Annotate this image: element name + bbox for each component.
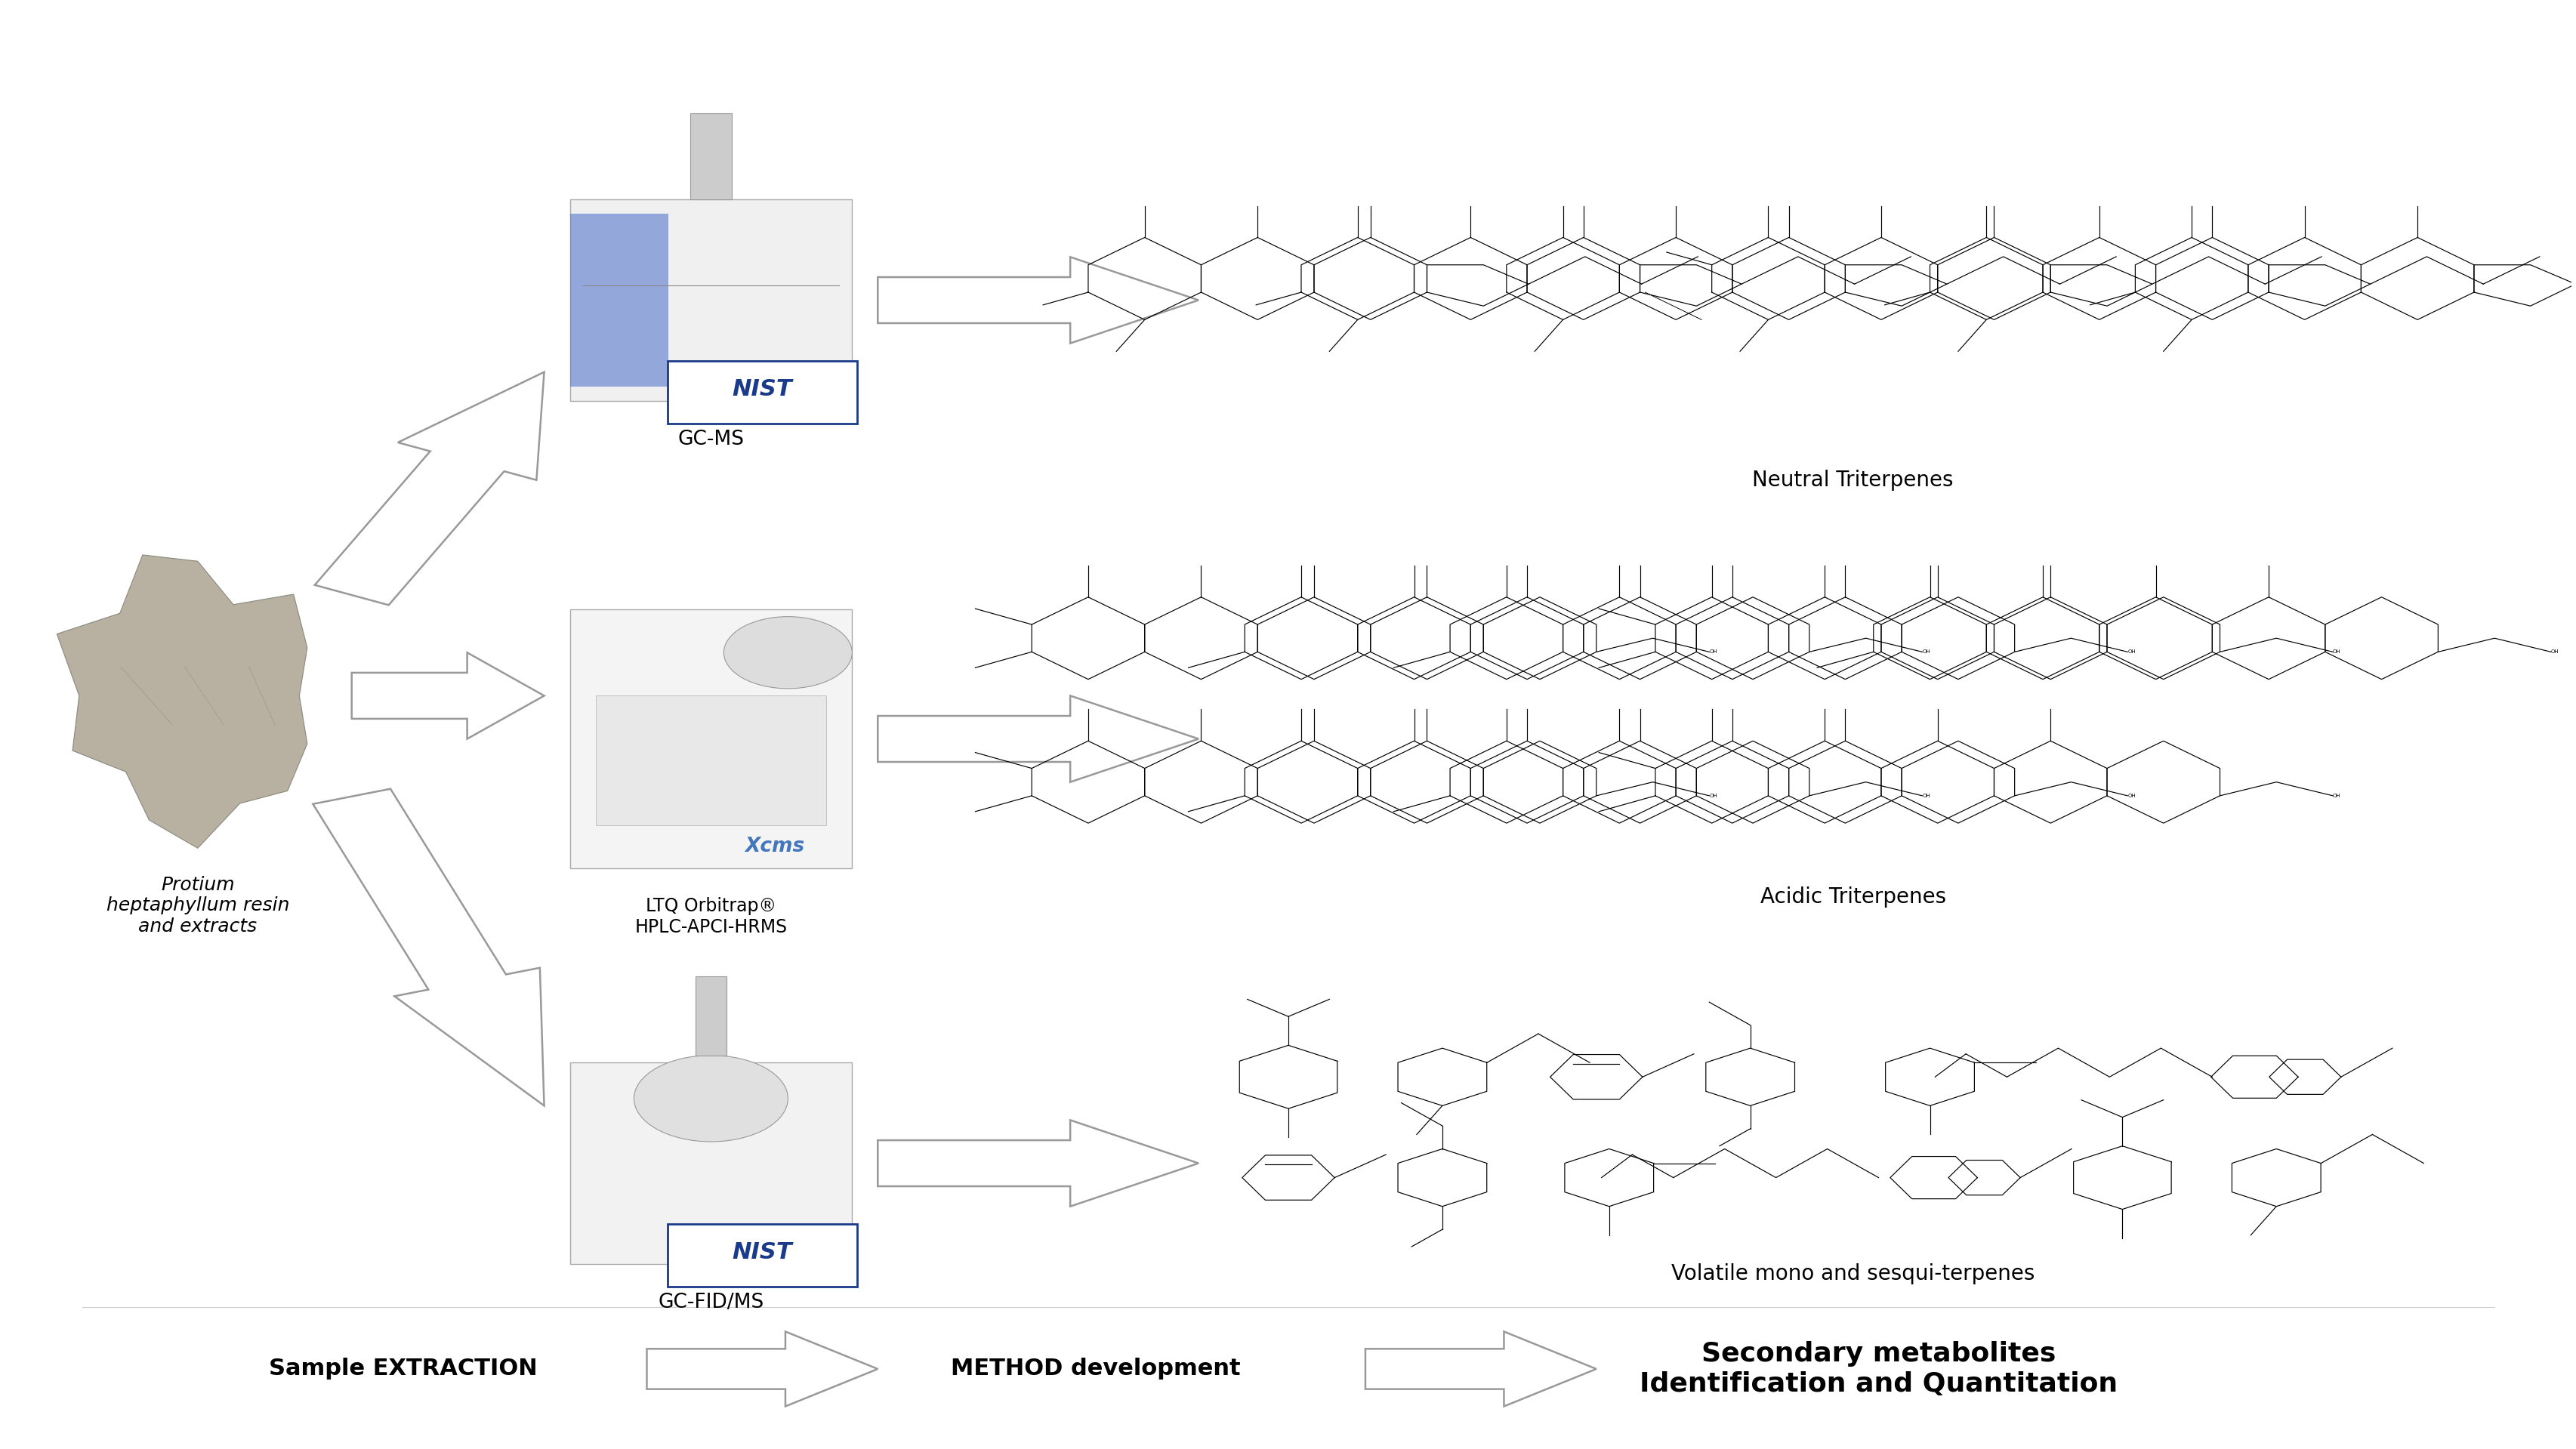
FancyBboxPatch shape: [667, 361, 858, 425]
Polygon shape: [350, 652, 544, 739]
FancyBboxPatch shape: [667, 1223, 858, 1287]
Text: OH: OH: [2331, 649, 2339, 653]
Text: OH: OH: [2550, 649, 2558, 653]
FancyBboxPatch shape: [569, 200, 853, 401]
Circle shape: [634, 1055, 788, 1142]
FancyBboxPatch shape: [696, 977, 726, 1055]
Text: GC-MS: GC-MS: [677, 429, 744, 449]
Text: OH: OH: [1708, 649, 1716, 653]
Text: GC-FID/MS: GC-FID/MS: [657, 1293, 762, 1313]
Text: OH: OH: [1922, 794, 1929, 798]
Text: OH: OH: [2331, 794, 2339, 798]
Circle shape: [724, 617, 853, 688]
Text: OH: OH: [1708, 794, 1716, 798]
Text: NIST: NIST: [732, 378, 793, 400]
Text: OH: OH: [2128, 649, 2136, 653]
FancyBboxPatch shape: [569, 214, 667, 387]
Polygon shape: [314, 372, 544, 606]
Text: Neutral Triterpenes: Neutral Triterpenes: [1752, 469, 1953, 491]
Polygon shape: [1365, 1332, 1597, 1407]
Polygon shape: [878, 1120, 1198, 1207]
Polygon shape: [878, 696, 1198, 782]
Polygon shape: [312, 788, 544, 1106]
FancyBboxPatch shape: [595, 696, 827, 824]
Text: Secondary metabolites
Identification and Quantitation: Secondary metabolites Identification and…: [1638, 1342, 2117, 1397]
Text: Volatile mono and sesqui-terpenes: Volatile mono and sesqui-terpenes: [1672, 1264, 2035, 1285]
Text: Protium
heptaphyllum resin
and extracts: Protium heptaphyllum resin and extracts: [106, 875, 289, 936]
FancyBboxPatch shape: [569, 1062, 853, 1264]
Text: METHOD development: METHOD development: [951, 1358, 1242, 1379]
Polygon shape: [57, 555, 307, 848]
FancyBboxPatch shape: [690, 113, 732, 200]
Text: Xcms: Xcms: [744, 838, 804, 856]
Polygon shape: [647, 1332, 878, 1407]
Polygon shape: [878, 256, 1198, 343]
Text: NIST: NIST: [732, 1242, 793, 1264]
Text: OH: OH: [2128, 794, 2136, 798]
FancyBboxPatch shape: [569, 610, 853, 868]
Text: Sample EXTRACTION: Sample EXTRACTION: [268, 1358, 538, 1379]
Text: LTQ Orbitrap®
HPLC-APCI-HRMS: LTQ Orbitrap® HPLC-APCI-HRMS: [634, 897, 788, 936]
Text: Acidic Triterpenes: Acidic Triterpenes: [1759, 887, 1945, 907]
Text: OH: OH: [1922, 649, 1929, 653]
